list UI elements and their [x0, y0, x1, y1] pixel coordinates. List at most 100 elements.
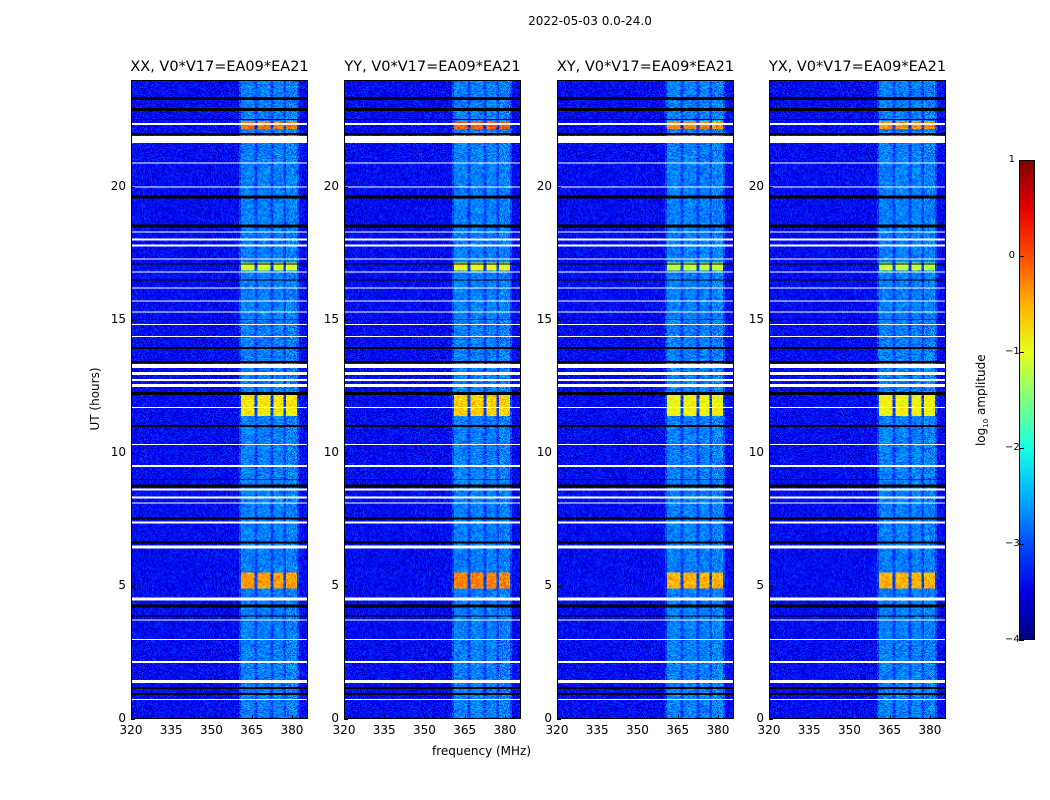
x-tick-label: 365 — [666, 723, 690, 737]
colorbar-tick-mark — [1019, 448, 1024, 449]
x-tick-label: 335 — [372, 723, 396, 737]
y-tick-label: 0 — [331, 711, 339, 725]
y-tick-mark — [769, 452, 773, 454]
y-tick-mark — [344, 719, 348, 720]
y-axis-label: UT (hours) — [88, 367, 102, 431]
panel-title: YY, V0*V17=EA09*EA21 — [344, 59, 521, 75]
y-tick-mark — [131, 186, 135, 188]
y-tick-mark — [131, 319, 135, 321]
x-tick-mark — [929, 715, 931, 719]
y-tick-label: 15 — [748, 311, 764, 326]
y-tick-label: 15 — [536, 311, 552, 326]
x-tick-label: 320 — [545, 723, 569, 737]
y-tick-label: 20 — [110, 178, 126, 193]
x-tick-label: 335 — [797, 723, 821, 737]
y-tick-mark — [769, 719, 773, 720]
x-tick-label: 320 — [332, 723, 356, 737]
x-tick-mark — [677, 715, 679, 719]
x-tick-label: 350 — [413, 723, 436, 737]
x-tick-label: 335 — [585, 723, 609, 737]
x-tick-label: 350 — [200, 723, 223, 737]
x-axis-label: frequency (MHz) — [432, 744, 532, 758]
y-tick-label: 20 — [536, 178, 552, 193]
x-tick-mark — [637, 715, 639, 719]
colorbar-tick-mark — [1019, 544, 1024, 545]
heatmap-panel — [344, 80, 521, 719]
x-tick-mark — [504, 715, 506, 719]
colorbar — [1019, 160, 1035, 640]
colorbar-tick-label: −1 — [1005, 346, 1020, 357]
x-tick-label: 320 — [119, 723, 143, 737]
x-tick-label: 380 — [918, 723, 942, 737]
y-tick-mark — [557, 319, 561, 321]
colorbar-tick-label: 0 — [1008, 250, 1015, 261]
y-tick-label: 0 — [756, 711, 764, 725]
y-tick-label: 15 — [323, 311, 339, 326]
panel-title: XY, V0*V17=EA09*EA21 — [556, 59, 735, 75]
y-tick-label: 10 — [323, 444, 339, 459]
x-tick-mark — [849, 715, 851, 719]
x-tick-mark — [251, 715, 253, 719]
y-tick-label: 15 — [110, 311, 126, 326]
x-tick-mark — [384, 715, 386, 719]
y-tick-label: 5 — [544, 577, 552, 592]
y-tick-mark — [769, 186, 773, 188]
y-tick-label: 20 — [323, 178, 339, 193]
x-tick-mark — [889, 715, 891, 719]
x-tick-mark — [809, 715, 811, 719]
x-tick-label: 320 — [757, 723, 781, 737]
x-tick-label: 380 — [280, 723, 304, 737]
panel-title: YX, V0*V17=EA09*EA21 — [768, 59, 947, 75]
x-tick-label: 365 — [878, 723, 902, 737]
x-tick-mark — [344, 715, 345, 719]
y-tick-label: 10 — [748, 444, 764, 459]
heatmap-canvas — [132, 81, 307, 718]
x-tick-mark — [717, 715, 719, 719]
x-tick-mark — [597, 715, 599, 719]
y-tick-label: 5 — [756, 577, 764, 592]
colorbar-tick-mark — [1019, 160, 1024, 161]
y-tick-mark — [557, 452, 561, 454]
x-tick-label: 335 — [159, 723, 183, 737]
x-tick-label: 365 — [453, 723, 477, 737]
y-tick-mark — [769, 585, 773, 587]
heatmap-canvas — [345, 81, 520, 718]
heatmap-canvas — [770, 81, 945, 718]
panel-title: XX, V0*V17=EA09*EA21 — [130, 59, 309, 75]
y-tick-mark — [344, 186, 348, 188]
heatmap-panel — [131, 80, 308, 719]
colorbar-tick-label: −4 — [1005, 634, 1020, 645]
x-tick-mark — [291, 715, 293, 719]
y-tick-label: 0 — [544, 711, 552, 725]
x-tick-mark — [131, 715, 132, 719]
y-tick-mark — [769, 319, 773, 321]
x-tick-mark — [464, 715, 466, 719]
y-tick-mark — [131, 585, 135, 587]
x-tick-mark — [769, 715, 770, 719]
y-tick-mark — [131, 719, 135, 720]
x-tick-label: 350 — [626, 723, 649, 737]
y-tick-mark — [557, 585, 561, 587]
y-tick-mark — [557, 719, 561, 720]
x-tick-label: 350 — [838, 723, 861, 737]
x-tick-label: 380 — [706, 723, 730, 737]
colorbar-tick-mark — [1019, 352, 1024, 353]
y-tick-label: 0 — [118, 711, 126, 725]
x-tick-label: 365 — [240, 723, 264, 737]
heatmap-canvas — [558, 81, 733, 718]
colorbar-tick-label: −3 — [1005, 538, 1020, 549]
colorbar-tick-label: 1 — [1008, 154, 1015, 165]
heatmap-panel — [769, 80, 946, 719]
y-tick-label: 20 — [748, 178, 764, 193]
y-tick-mark — [131, 452, 135, 454]
x-tick-mark — [557, 715, 558, 719]
y-tick-mark — [344, 585, 348, 587]
y-tick-label: 10 — [536, 444, 552, 459]
y-tick-mark — [344, 452, 348, 454]
x-tick-mark — [171, 715, 173, 719]
y-tick-mark — [557, 186, 561, 188]
y-tick-label: 10 — [110, 444, 126, 459]
heatmap-panel — [557, 80, 734, 719]
y-tick-mark — [344, 319, 348, 321]
